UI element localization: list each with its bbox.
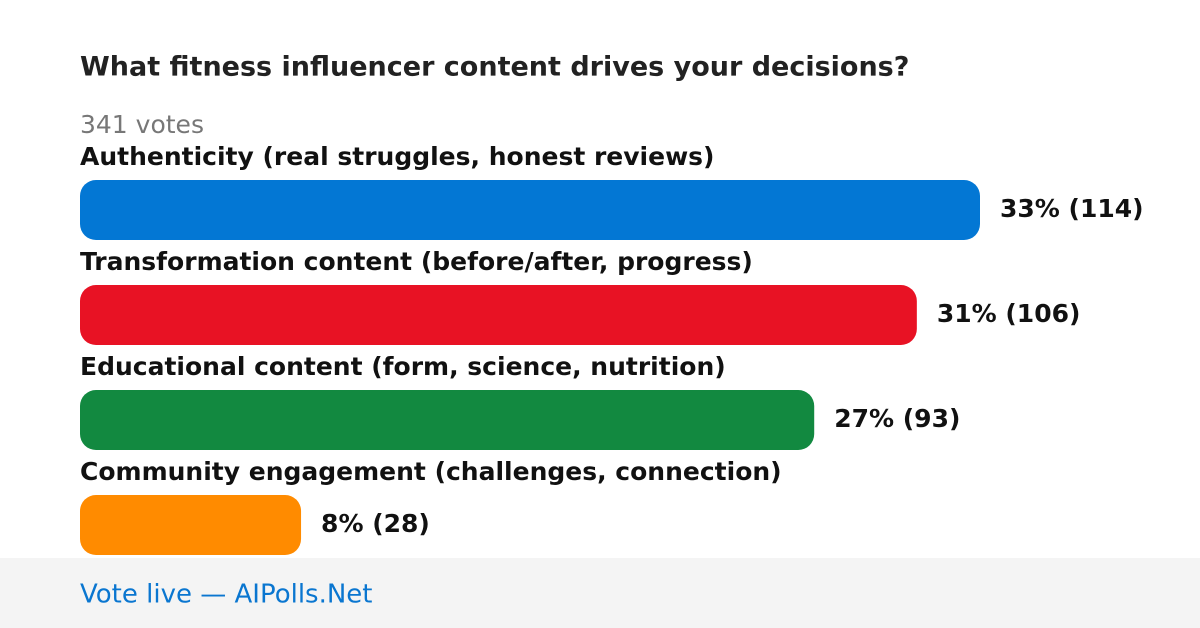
footer-link[interactable]: Vote live — AIPolls.Net bbox=[80, 580, 373, 610]
footer-band bbox=[0, 558, 1200, 628]
bar bbox=[80, 180, 980, 240]
option-label: Educational content (form, science, nutr… bbox=[80, 352, 726, 381]
bar bbox=[80, 495, 302, 555]
option-label: Authenticity (real struggles, honest rev… bbox=[80, 142, 715, 171]
option-label: Transformation content (before/after, pr… bbox=[80, 247, 753, 276]
bar bbox=[80, 390, 815, 450]
option-label: Community engagement (challenges, connec… bbox=[80, 457, 782, 486]
value-label: 27% (93) bbox=[834, 404, 960, 433]
value-label: 31% (106) bbox=[937, 299, 1081, 328]
value-label: 33% (114) bbox=[1000, 194, 1144, 223]
poll-title: What fitness influencer content drives y… bbox=[80, 52, 909, 83]
vote-count: 341 votes bbox=[80, 110, 204, 139]
value-label: 8% (28) bbox=[321, 509, 430, 538]
bar bbox=[80, 285, 917, 345]
